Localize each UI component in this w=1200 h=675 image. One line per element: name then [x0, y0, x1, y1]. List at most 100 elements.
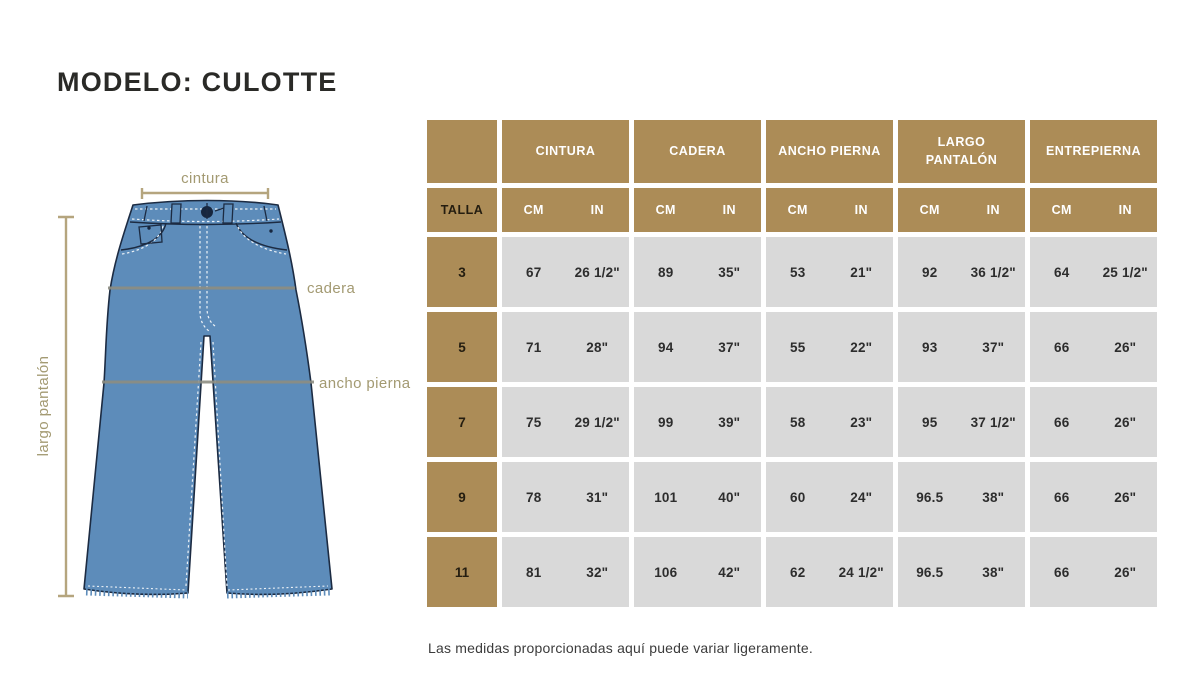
in-value: 26" [1114, 414, 1137, 430]
measure-cell-cintura: 71 28" [502, 312, 629, 382]
unit-in: IN [986, 203, 1000, 217]
in-value: 31" [586, 489, 609, 505]
right-pocket-stitch [237, 226, 287, 255]
unit-in: IN [590, 203, 604, 217]
size-column-header: TALLA [427, 188, 497, 232]
cm-value: 62 [790, 564, 806, 580]
belt-loop-edge [143, 205, 268, 222]
measure-cell-cintura: 81 32" [502, 537, 629, 607]
size-cell: 9 [427, 462, 497, 532]
unit-in: IN [722, 203, 736, 217]
pants-outline [83, 199, 333, 596]
leg-width-label: ancho pierna [319, 375, 411, 392]
hem-stitch-left [87, 585, 187, 591]
measure-cell-cadera: 101 40" [634, 462, 761, 532]
measure-cell-largo-pantalon: 93 37" [898, 312, 1025, 382]
unit-header-cadera: CM IN [634, 188, 761, 232]
in-value: 24" [850, 489, 873, 505]
in-value: 37 1/2" [970, 414, 1016, 430]
unit-cm: CM [655, 203, 676, 217]
unit-cm: CM [1051, 203, 1072, 217]
cm-value: 66 [1054, 339, 1070, 355]
cm-value: 89 [658, 264, 674, 280]
cm-value: 95 [922, 414, 938, 430]
in-value: 36 1/2" [970, 264, 1016, 280]
measure-cell-entrepierna: 66 26" [1030, 312, 1157, 382]
in-value: 35" [718, 264, 741, 280]
in-value: 26" [1114, 339, 1137, 355]
measure-cell-ancho-pierna: 53 21" [766, 237, 893, 307]
in-value: 32" [586, 564, 609, 580]
hip-label: cadera [307, 280, 356, 297]
hem-stitch-right [227, 585, 329, 591]
in-value: 42" [718, 564, 741, 580]
measure-cell-entrepierna: 66 26" [1030, 462, 1157, 532]
in-value: 26" [1114, 489, 1137, 505]
cm-value: 66 [1054, 414, 1070, 430]
measure-cell-ancho-pierna: 60 24" [766, 462, 893, 532]
in-value: 21" [850, 264, 873, 280]
cm-value: 60 [790, 489, 806, 505]
belt-loop [222, 203, 234, 224]
left-pocket-curve [120, 222, 167, 251]
pant-length-label: largo pantalón [35, 356, 52, 457]
watch-pocket [138, 224, 163, 245]
column-header-cintura: CINTURA [502, 120, 629, 183]
measure-cell-largo-pantalon: 92 36 1/2" [898, 237, 1025, 307]
in-value: 26 1/2" [574, 264, 620, 280]
waistband-stitch-bottom [131, 218, 280, 223]
measure-cell-cadera: 94 37" [634, 312, 761, 382]
measure-cell-cadera: 106 42" [634, 537, 761, 607]
unit-cm: CM [919, 203, 940, 217]
measure-cell-largo-pantalon: 96.5 38" [898, 462, 1025, 532]
in-value: 37" [982, 339, 1005, 355]
cm-value: 96.5 [916, 489, 944, 505]
measure-cell-cadera: 99 39" [634, 387, 761, 457]
waist-label: cintura [181, 170, 229, 187]
in-value: 23" [850, 414, 873, 430]
column-header-largo-pantalon: LARGO PANTALÓN [898, 120, 1025, 183]
measure-cell-cintura: 78 31" [502, 462, 629, 532]
table-corner-cell [427, 120, 497, 183]
cm-value: 78 [526, 489, 542, 505]
column-header-ancho-pierna: ANCHO PIERNA [766, 120, 893, 183]
waistband-line [129, 221, 282, 226]
disclaimer-note: Las medidas proporcionadas aquí puede va… [428, 640, 813, 656]
fly-stitch [199, 226, 216, 332]
unit-cm: CM [787, 203, 808, 217]
unit-header-largo-pantalon: CM IN [898, 188, 1025, 232]
cm-value: 53 [790, 264, 806, 280]
measure-cell-cadera: 89 35" [634, 237, 761, 307]
measure-cell-largo-pantalon: 95 37 1/2" [898, 387, 1025, 457]
cm-value: 55 [790, 339, 806, 355]
pants-diagram: cintura cadera ancho pierna largo pantal… [0, 0, 430, 675]
size-table: CINTURA CADERA ANCHO PIERNA LARGO PANTAL… [427, 120, 1157, 607]
cm-value: 75 [526, 414, 542, 430]
in-value: 26" [1114, 564, 1137, 580]
measure-cell-ancho-pierna: 58 23" [766, 387, 893, 457]
buttonhole-mark [214, 207, 225, 212]
unit-cm: CM [523, 203, 544, 217]
size-cell: 11 [427, 537, 497, 607]
page-title: MODELO: CULOTTE [57, 67, 338, 98]
in-value: 38" [982, 564, 1005, 580]
in-value: 38" [982, 489, 1005, 505]
measure-cell-largo-pantalon: 96.5 38" [898, 537, 1025, 607]
unit-in: IN [1118, 203, 1132, 217]
measure-cell-ancho-pierna: 62 24 1/2" [766, 537, 893, 607]
measure-cell-entrepierna: 66 26" [1030, 387, 1157, 457]
belt-loop [170, 203, 182, 224]
cm-value: 101 [654, 489, 678, 505]
cm-value: 96.5 [916, 564, 944, 580]
measure-cell-ancho-pierna: 55 22" [766, 312, 893, 382]
column-header-entrepierna: ENTREPIERNA [1030, 120, 1157, 183]
size-cell: 7 [427, 387, 497, 457]
length-measure-line [58, 215, 74, 598]
cm-value: 66 [1054, 489, 1070, 505]
rivet [269, 229, 273, 233]
cm-value: 81 [526, 564, 542, 580]
cm-value: 106 [654, 564, 678, 580]
cm-value: 71 [526, 339, 542, 355]
measure-cell-cintura: 67 26 1/2" [502, 237, 629, 307]
unit-header-entrepierna: CM IN [1030, 188, 1157, 232]
